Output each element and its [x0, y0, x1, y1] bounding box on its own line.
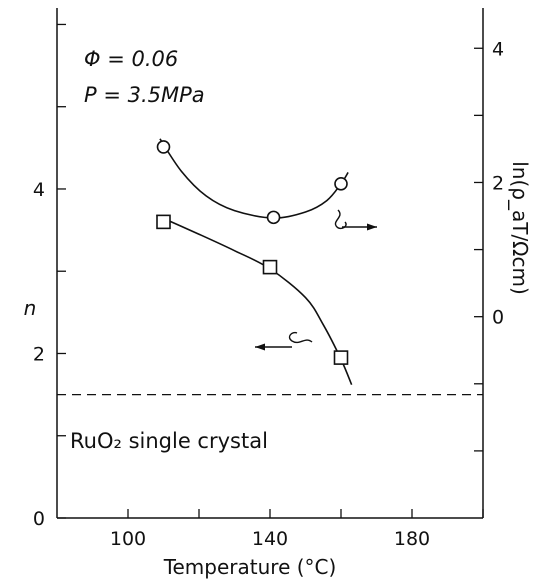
phi-annotation: Φ = 0.06	[84, 47, 178, 71]
left-arrow-icon	[255, 331, 313, 351]
right-tick-label: 2	[492, 172, 504, 194]
left-tick-label: 2	[33, 343, 45, 365]
circle-marker	[156, 140, 171, 154]
x-tick-label: 180	[394, 528, 430, 550]
circle-marker	[334, 177, 348, 191]
right-arrow-head	[367, 223, 377, 231]
left-arrow-squiggle	[288, 331, 313, 344]
x-axis-title: Temperature (°C)	[163, 555, 337, 579]
left-tick-label: 4	[33, 179, 45, 201]
y-axis-title: n	[24, 296, 37, 320]
circle-marker	[266, 210, 281, 225]
y2-axis-title: ln(ρ_aT/Ωcm)	[508, 161, 532, 295]
x-tick-label: 140	[252, 528, 288, 550]
square-marker	[262, 259, 278, 275]
left-axis-ticks: 0 2 4	[33, 23, 66, 530]
series-square-curve	[156, 214, 353, 386]
right-tick-label: 4	[492, 38, 504, 60]
right-arrow-squiggle	[334, 209, 347, 230]
left-arrow-head	[255, 343, 265, 351]
right-tick-label: 0	[492, 307, 504, 329]
x-tick-label: 100	[110, 528, 146, 550]
right-arrow-icon	[334, 209, 377, 231]
series-circle-curve	[159, 138, 349, 219]
right-axis-ticks: 0 2 4	[474, 38, 504, 452]
pressure-annotation: P = 3.5MPa	[84, 83, 205, 107]
square-marker	[333, 350, 349, 365]
left-tick-label: 0	[33, 508, 45, 530]
x-axis-ticks: 100 140 180	[110, 509, 484, 550]
square-marker	[156, 214, 171, 230]
reference-line-label: RuO₂ single crystal	[70, 429, 268, 453]
series-layer	[57, 138, 483, 396]
